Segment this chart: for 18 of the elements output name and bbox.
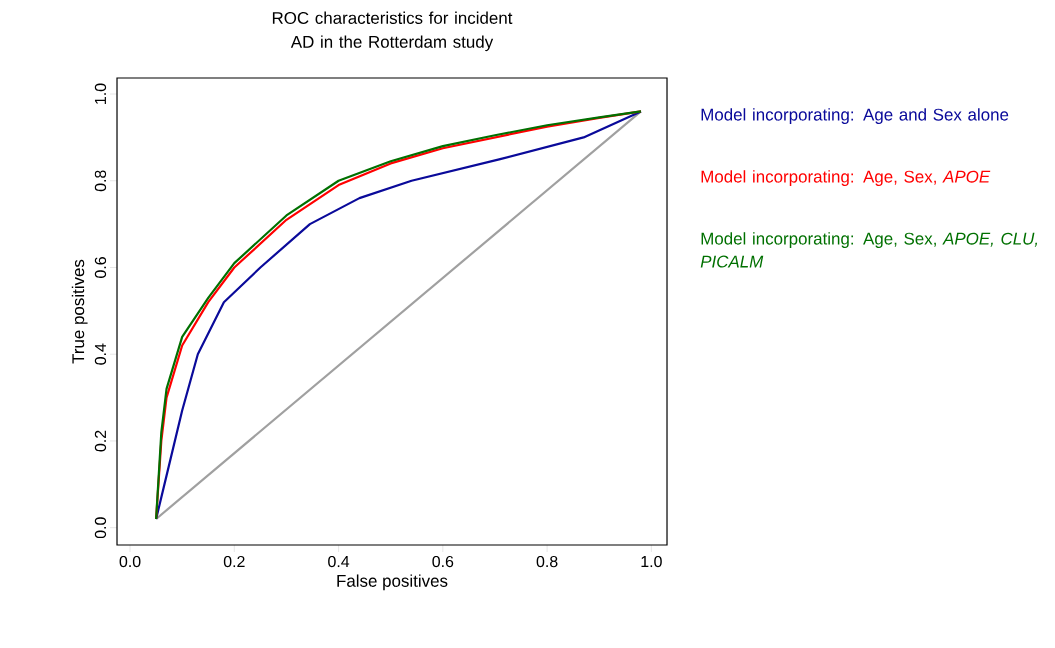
y-tick-label: 0.6 [94, 257, 107, 278]
y-tick-label: 0.2 [94, 430, 107, 452]
x-tick-label: 0.8 [536, 555, 558, 568]
x-tick-label: 0.0 [119, 555, 141, 568]
x-tick-label: 1.0 [641, 555, 662, 568]
x-tick-label: 0.6 [432, 555, 454, 568]
y-tick-label: 0.8 [94, 170, 107, 192]
x-tick-label: 0.2 [223, 555, 245, 568]
text: Model incorporating: Age, Sex, APOE, CLU, PICALM [700, 232, 1038, 268]
y-tick-label: 0.0 [94, 517, 107, 539]
y-tick-label: 0.4 [94, 343, 107, 365]
x-tick-label: 0.4 [328, 555, 350, 568]
chart-title: ROC characteristics for incident AD in the Rotterdam study [272, 11, 513, 52]
text: Model incorporating: Age, Sex, APOE [701, 170, 991, 186]
y-axis-title: True positives [71, 259, 88, 364]
y-tick-label: 1.0 [94, 83, 107, 104]
x-axis-title: False positives [337, 574, 448, 591]
text: Model incorporating: Age and Sex alone [701, 108, 1009, 124]
